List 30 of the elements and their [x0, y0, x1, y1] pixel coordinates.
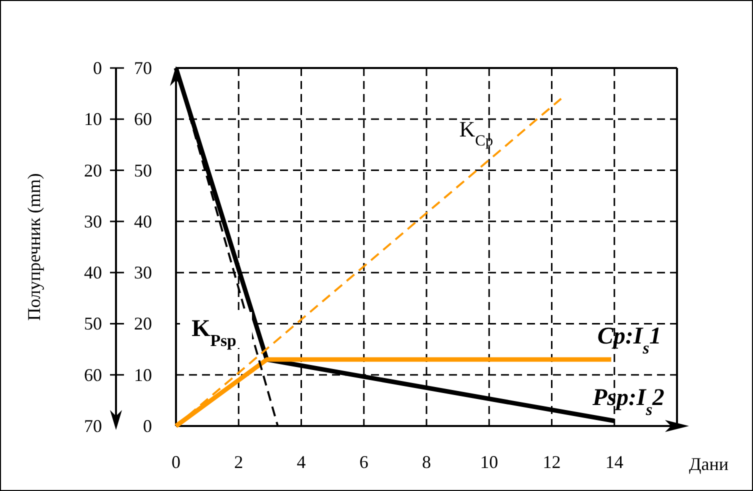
x-tick-label: 4 — [296, 452, 306, 472]
x-tick-label: 8 — [422, 452, 431, 472]
x-axis-title: Дани — [689, 454, 729, 474]
series-label: Cp:I$_{s}$1 — [597, 324, 662, 358]
y-tick-label: 20 — [134, 314, 152, 334]
x-tick-label: 10 — [480, 452, 498, 472]
x-tick-label: 12 — [542, 452, 561, 472]
y2-tick-label: 0 — [93, 58, 102, 78]
y2-tick-label: 30 — [84, 211, 102, 232]
series-label: K$_{Cp}$ — [459, 116, 494, 150]
x-tick-label: 14 — [605, 452, 624, 472]
y2-tick-label: 20 — [84, 160, 102, 180]
y-tick-label: 60 — [134, 109, 152, 130]
x-tick-label: 6 — [359, 452, 368, 472]
series-label: Psp:I$_{s}$2 — [592, 384, 664, 418]
y-tick-label: 50 — [134, 160, 152, 180]
y-tick-label: 10 — [134, 364, 152, 385]
y-tick-label: 30 — [134, 262, 152, 283]
y2-tick-label: 70 — [84, 416, 102, 436]
x-tick-label: 0 — [172, 452, 180, 472]
y2-tick-label: 40 — [84, 262, 102, 283]
y2-tick-label: 10 — [84, 109, 102, 130]
x-tick-label: 2 — [234, 452, 244, 472]
y2-tick-label: 50 — [84, 314, 102, 334]
series-label: K$_{Psp}$ — [192, 316, 236, 350]
y-tick-label: 70 — [134, 58, 152, 78]
y-tick-label: 40 — [134, 211, 152, 232]
y-tick-label: 0 — [143, 416, 152, 436]
y2-axis-title: Полупречник (mm) — [24, 173, 44, 321]
y2-tick-label: 60 — [84, 364, 102, 385]
